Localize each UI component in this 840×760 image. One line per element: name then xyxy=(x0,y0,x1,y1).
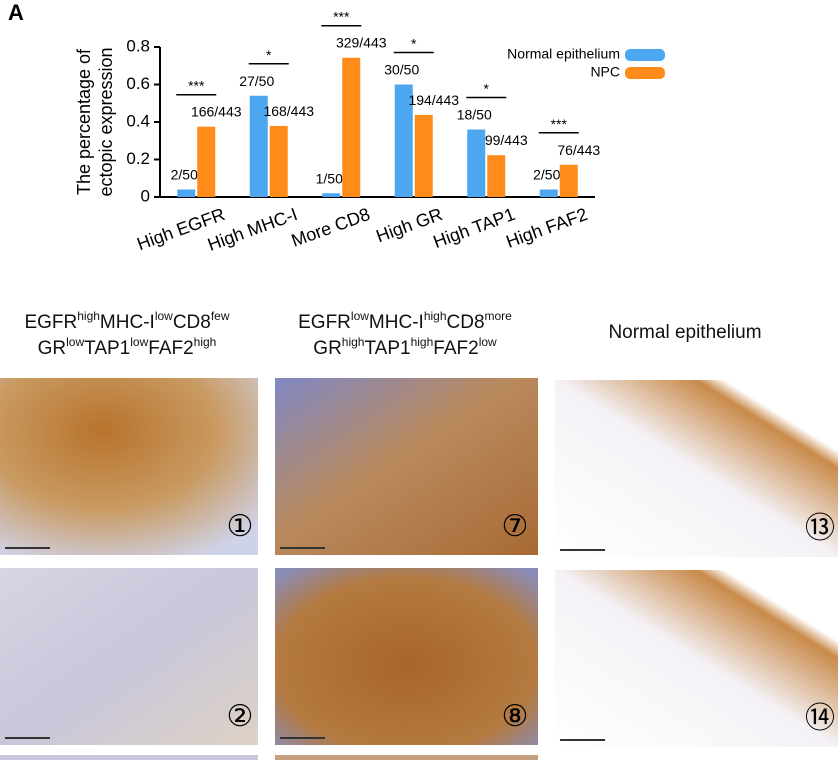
marker-name: TAP1 xyxy=(84,338,131,359)
marker-name: GR xyxy=(313,338,342,359)
value-label: 194/443 xyxy=(408,92,459,108)
marker-name: FAF2 xyxy=(433,338,479,359)
value-label: 2/50 xyxy=(533,167,560,183)
significance-label: *** xyxy=(333,9,350,25)
histology-image xyxy=(275,755,538,760)
bar xyxy=(414,114,433,197)
significance-label: * xyxy=(484,81,490,97)
superscript: high xyxy=(77,309,100,323)
marker-name: CD8 xyxy=(446,312,485,333)
significance-label: * xyxy=(266,47,272,63)
histology-image xyxy=(555,570,838,747)
histology-image xyxy=(275,568,538,745)
bar xyxy=(394,84,413,197)
value-label: 1/50 xyxy=(316,170,343,186)
histology-image xyxy=(0,378,258,555)
panel-number: ⑦ xyxy=(502,510,529,543)
y-axis-label: ectopic expression xyxy=(96,47,116,196)
value-label: 2/50 xyxy=(171,167,198,183)
header-line: EGFRlowMHC-IhighCD8more xyxy=(265,310,545,336)
value-label: 166/443 xyxy=(191,104,242,120)
header-line: Normal epithelium xyxy=(545,320,825,346)
panel-number: ⑧ xyxy=(502,700,529,733)
y-tick-label: 0.4 xyxy=(126,111,150,130)
y-tick-label: 0.2 xyxy=(126,149,150,168)
y-tick-label: 0 xyxy=(141,186,150,205)
superscript: low xyxy=(66,335,85,349)
bar xyxy=(322,193,341,197)
marker-name: FAF2 xyxy=(148,338,194,359)
header-line: EGFRhighMHC-IlowCD8few xyxy=(0,310,267,336)
superscript: few xyxy=(210,309,230,323)
superscript: high xyxy=(193,335,217,349)
x-tick-label: More CD8 xyxy=(289,204,373,251)
superscript: high xyxy=(410,335,434,349)
panel-number: ② xyxy=(227,700,254,733)
column-header: EGFRlowMHC-IhighCD8more GRhighTAP1highFAF… xyxy=(265,310,545,362)
y-axis-label: The percentage of xyxy=(74,48,94,195)
marker-name: Normal epithelium xyxy=(608,322,762,343)
column-header: Normal epithelium xyxy=(545,320,825,346)
significance-label: * xyxy=(411,36,417,52)
marker-name: EGFR xyxy=(24,312,78,333)
bar xyxy=(467,129,486,197)
legend-swatch xyxy=(625,67,665,79)
value-label: 329/443 xyxy=(336,35,387,51)
bar xyxy=(269,125,288,197)
legend-label: NPC xyxy=(590,64,620,80)
x-tick-label: High TAP1 xyxy=(431,204,518,252)
marker-name: CD8 xyxy=(172,312,211,333)
column-header: EGFRhighMHC-IlowCD8few GRlowTAP1lowFAF2hi… xyxy=(0,310,267,362)
header-line: GRlowTAP1lowFAF2high xyxy=(0,336,267,362)
bar xyxy=(559,164,578,197)
panel-number: ⑬ xyxy=(805,512,835,545)
marker-name: MHC-I xyxy=(368,312,424,333)
superscript: low xyxy=(154,309,173,323)
y-tick-label: 0.6 xyxy=(126,74,150,93)
value-label: 30/50 xyxy=(384,62,419,78)
histology-image xyxy=(555,380,838,557)
marker-name: MHC-I xyxy=(99,312,155,333)
superscript: low xyxy=(478,335,497,349)
bar xyxy=(197,126,216,197)
panel-number: ① xyxy=(227,510,254,543)
value-label: 99/443 xyxy=(485,132,528,148)
y-tick-label: 0.8 xyxy=(126,36,150,55)
histology-image xyxy=(0,568,258,745)
histology-image xyxy=(0,755,258,760)
superscript: high xyxy=(423,309,447,323)
histology-image xyxy=(275,378,538,555)
x-tick-label: High FAF2 xyxy=(503,204,590,252)
marker-name: EGFR xyxy=(298,312,351,333)
bar xyxy=(539,189,558,197)
value-label: 27/50 xyxy=(239,73,274,89)
value-label: 76/443 xyxy=(557,142,600,158)
superscript: low xyxy=(350,309,369,323)
superscript: high xyxy=(341,335,365,349)
marker-name: TAP1 xyxy=(364,338,411,359)
bar xyxy=(177,189,196,197)
bar xyxy=(487,155,506,197)
significance-label: *** xyxy=(188,78,205,94)
value-label: 18/50 xyxy=(457,107,492,123)
superscript: more xyxy=(484,309,512,323)
marker-name: GR xyxy=(37,338,67,359)
significance-label: *** xyxy=(551,116,568,132)
superscript: low xyxy=(130,335,149,349)
legend-swatch xyxy=(625,49,665,61)
panel-label: A xyxy=(8,0,24,25)
bar xyxy=(342,57,361,197)
header-line: GRhighTAP1highFAF2low xyxy=(265,336,545,362)
bar xyxy=(249,95,268,197)
legend-label: Normal epithelium xyxy=(507,46,620,62)
panel-number: ⑭ xyxy=(805,702,835,735)
value-label: 168/443 xyxy=(263,103,314,119)
